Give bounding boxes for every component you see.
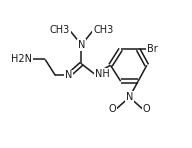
Text: Br: Br <box>147 44 158 54</box>
Text: O: O <box>109 104 116 114</box>
Text: N: N <box>65 70 72 81</box>
Text: CH3: CH3 <box>50 25 70 35</box>
Text: O: O <box>142 104 150 114</box>
Text: N: N <box>78 40 85 50</box>
Text: H2N: H2N <box>11 54 32 65</box>
Text: N: N <box>126 92 133 102</box>
Text: CH3: CH3 <box>93 25 113 35</box>
Text: NH: NH <box>94 69 109 79</box>
